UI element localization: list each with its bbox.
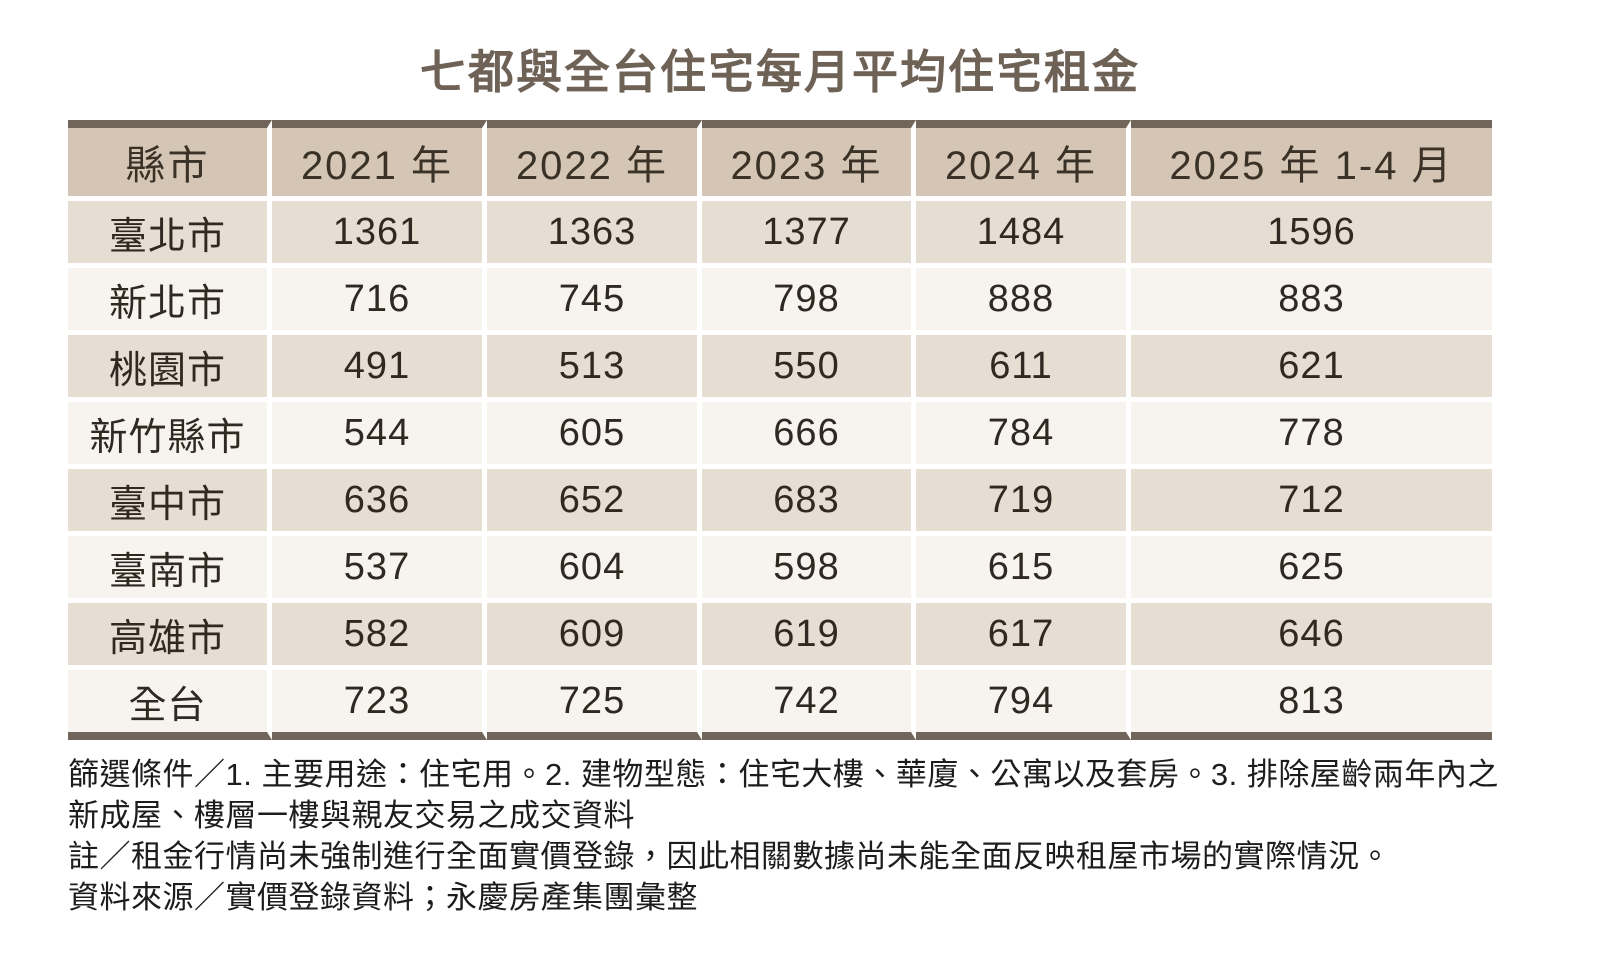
cell: 716	[272, 268, 487, 335]
disclaimer-note: 註／租金行情尚未強制進行全面實價登錄，因此相關數據尚未能全面反映租屋市場的實際情…	[68, 839, 1391, 874]
cell: 646	[1131, 603, 1492, 670]
table-row-nationwide: 全台 723 725 742 794 813	[68, 670, 1492, 740]
row-label: 新北市	[68, 268, 272, 335]
cell: 652	[487, 469, 702, 536]
cell: 598	[702, 536, 916, 603]
cell: 491	[272, 335, 487, 402]
cell: 666	[702, 402, 916, 469]
table-row-taoyuan: 桃園市 491 513 550 611 621	[68, 335, 1492, 402]
cell: 1363	[487, 201, 702, 268]
table-row-taichung: 臺中市 636 652 683 719 712	[68, 469, 1492, 536]
cell: 784	[916, 402, 1131, 469]
cell: 683	[702, 469, 916, 536]
table-row-taipei: 臺北市 1361 1363 1377 1484 1596	[68, 201, 1492, 268]
header-row: 縣市 2021 年 2022 年 2023 年 2024 年 2025 年 1-…	[68, 120, 1492, 201]
cell: 544	[272, 402, 487, 469]
row-label: 高雄市	[68, 603, 272, 670]
column-header-2025: 2025 年 1-4 月	[1131, 120, 1492, 201]
cell: 712	[1131, 469, 1492, 536]
cell: 513	[487, 335, 702, 402]
cell: 798	[702, 268, 916, 335]
cell: 1596	[1131, 201, 1492, 268]
footnotes: 篩選條件／1. 主要用途：住宅用。2. 建物型態：住宅大樓、華廈、公寓以及套房。…	[68, 754, 1508, 918]
column-header-2023: 2023 年	[702, 120, 916, 201]
cell: 611	[916, 335, 1131, 402]
cell: 604	[487, 536, 702, 603]
cell: 813	[1131, 670, 1492, 740]
column-header-2024: 2024 年	[916, 120, 1131, 201]
cell: 1377	[702, 201, 916, 268]
cell: 617	[916, 603, 1131, 670]
cell: 621	[1131, 335, 1492, 402]
cell: 636	[272, 469, 487, 536]
filter-note: 篩選條件／1. 主要用途：住宅用。2. 建物型態：住宅大樓、華廈、公寓以及套房。…	[68, 757, 1499, 833]
table-row-new-taipei: 新北市 716 745 798 888 883	[68, 268, 1492, 335]
cell: 778	[1131, 402, 1492, 469]
row-label: 全台	[68, 670, 272, 740]
cell: 605	[487, 402, 702, 469]
column-header-2022: 2022 年	[487, 120, 702, 201]
column-header-2021: 2021 年	[272, 120, 487, 201]
rent-table: 縣市 2021 年 2022 年 2023 年 2024 年 2025 年 1-…	[68, 120, 1492, 740]
cell: 723	[272, 670, 487, 740]
cell: 883	[1131, 268, 1492, 335]
cell: 1484	[916, 201, 1131, 268]
cell: 745	[487, 268, 702, 335]
cell: 625	[1131, 536, 1492, 603]
table-row-tainan: 臺南市 537 604 598 615 625	[68, 536, 1492, 603]
cell: 550	[702, 335, 916, 402]
table-body: 臺北市 1361 1363 1377 1484 1596 新北市 716 745…	[68, 201, 1492, 740]
cell: 619	[702, 603, 916, 670]
row-label: 臺南市	[68, 536, 272, 603]
cell: 609	[487, 603, 702, 670]
column-header-city: 縣市	[68, 120, 272, 201]
cell: 537	[272, 536, 487, 603]
cell: 794	[916, 670, 1131, 740]
cell: 615	[916, 536, 1131, 603]
page-title: 七都與全台住宅每月平均住宅租金	[420, 46, 1140, 98]
cell: 742	[702, 670, 916, 740]
cell: 725	[487, 670, 702, 740]
row-label: 臺北市	[68, 201, 272, 268]
table-row-hsinchu: 新竹縣市 544 605 666 784 778	[68, 402, 1492, 469]
source-note: 資料來源／實價登錄資料；永慶房產集團彙整	[68, 880, 698, 915]
table-row-kaohsiung: 高雄市 582 609 619 617 646	[68, 603, 1492, 670]
cell: 1361	[272, 201, 487, 268]
row-label: 臺中市	[68, 469, 272, 536]
cell: 719	[916, 469, 1131, 536]
table-header: 縣市 2021 年 2022 年 2023 年 2024 年 2025 年 1-…	[68, 120, 1492, 201]
row-label: 桃園市	[68, 335, 272, 402]
cell: 582	[272, 603, 487, 670]
cell: 888	[916, 268, 1131, 335]
row-label: 新竹縣市	[68, 402, 272, 469]
